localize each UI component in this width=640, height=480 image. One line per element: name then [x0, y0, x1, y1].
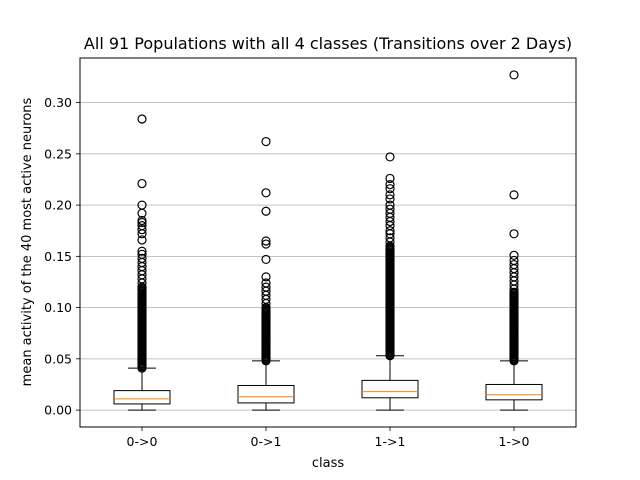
flier-point [137, 220, 147, 231]
flier-point [509, 250, 519, 260]
flier-point [137, 225, 147, 235]
x-tick-label: 0->0 [127, 434, 158, 449]
x-axis-ticks: 0->0 0->1 1->1 1->0 [127, 427, 530, 449]
flier-point [509, 259, 519, 270]
x-tick-label: 0->1 [251, 434, 282, 449]
boxes [113, 355, 543, 411]
x-axis-label: class [312, 456, 344, 471]
flier-point [509, 287, 519, 297]
flier-point [385, 152, 395, 162]
flier-point [261, 282, 271, 292]
y-tick-label: 0.30 [44, 95, 72, 110]
iqr-box [237, 384, 295, 404]
y-tick-label: 0.00 [44, 403, 72, 418]
plot-frame [79, 57, 577, 428]
x-tick-label: 1->0 [499, 434, 530, 449]
flier-point [261, 239, 271, 249]
flier-point [137, 200, 147, 210]
flier-point [137, 253, 147, 263]
flier-point [261, 278, 271, 288]
y-tick-label: 0.20 [44, 198, 72, 213]
y-tick-label: 0.15 [44, 249, 72, 264]
flier-point [385, 226, 395, 236]
flier-point [261, 236, 271, 246]
flier-point [509, 229, 519, 239]
x-tick-label: 1->1 [375, 434, 406, 449]
flier-point [137, 178, 147, 189]
flier-point [137, 246, 147, 256]
iqr-box [361, 379, 419, 399]
y-axis-ticks: 0.00 0.05 0.10 0.15 0.20 0.25 0.30 [44, 95, 80, 418]
flier-point [261, 188, 271, 198]
flier-point [509, 190, 519, 200]
flier-point [509, 255, 519, 266]
chart-title: All 91 Populations with all 4 classes (T… [84, 34, 572, 53]
flier-point [385, 173, 395, 184]
flier-point [385, 194, 395, 204]
flier-point [137, 235, 147, 245]
y-tick-label: 0.25 [44, 146, 72, 161]
iqr-box [113, 390, 171, 405]
flier-point [137, 114, 147, 124]
y-tick-label: 0.10 [44, 300, 72, 315]
flier-point [385, 190, 395, 200]
fliers [137, 70, 519, 373]
flier-point [385, 184, 395, 194]
flier-point [261, 206, 271, 216]
y-tick-label: 0.05 [44, 351, 72, 366]
flier-point [261, 136, 271, 147]
flier-point [137, 215, 147, 226]
flier-point [137, 249, 147, 259]
flier-point [385, 233, 395, 243]
flier-point [261, 254, 271, 265]
flier-point [385, 200, 395, 210]
y-axis-label: mean activity of the 40 most active neur… [20, 97, 35, 386]
flier-point [509, 70, 519, 80]
flier-point [385, 204, 395, 214]
flier-point [385, 179, 395, 190]
iqr-box [485, 383, 543, 401]
flier-point [261, 272, 271, 282]
grid-lines [80, 102, 576, 411]
